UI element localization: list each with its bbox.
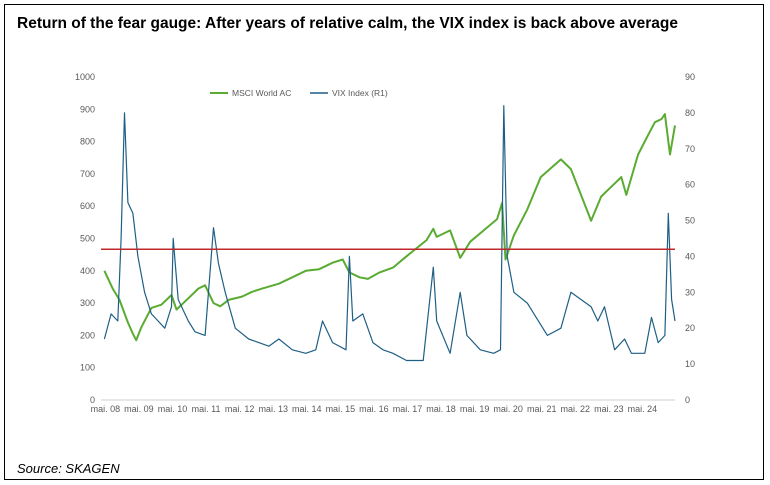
y-right-tick-label: 40 — [685, 251, 695, 261]
y-left-tick-label: 1000 — [75, 72, 95, 82]
x-tick-label: mai. 10 — [158, 404, 188, 414]
x-tick-label: mai. 12 — [225, 404, 255, 414]
y-left-tick-label: 700 — [80, 169, 95, 179]
x-tick-label: mai. 20 — [493, 404, 523, 414]
chart-source: Source: SKAGEN — [17, 461, 120, 476]
y-right-tick-label: 0 — [685, 395, 690, 405]
chart-frame: Return of the fear gauge: After years of… — [4, 4, 764, 480]
y-right-tick-label: 20 — [685, 323, 695, 333]
x-tick-label: mai. 14 — [292, 404, 322, 414]
y-left-tick-label: 300 — [80, 298, 95, 308]
y-right-tick-label: 80 — [685, 108, 695, 118]
x-tick-label: mai. 19 — [460, 404, 490, 414]
legend-label-vix: VIX Index (R1) — [332, 88, 388, 98]
x-tick-label: mai. 13 — [258, 404, 288, 414]
legend-label-msci: MSCI World AC — [232, 88, 291, 98]
y-right-tick-label: 30 — [685, 287, 695, 297]
x-tick-label: mai. 22 — [561, 404, 591, 414]
x-tick-label: mai. 09 — [124, 404, 154, 414]
y-left-tick-label: 600 — [80, 201, 95, 211]
x-tick-label: mai. 15 — [326, 404, 356, 414]
x-tick-label: mai. 16 — [359, 404, 389, 414]
y-right-tick-label: 70 — [685, 144, 695, 154]
x-tick-label: mai. 23 — [594, 404, 624, 414]
chart-plot: 0 100 200 300 400 500 600 700 800 900 1000 0 10 20 30 4… — [75, 72, 695, 414]
x-tick-label: mai. 11 — [192, 404, 221, 414]
y-left-tick-label: 900 — [80, 104, 95, 114]
y-left-tick-label: 100 — [80, 363, 95, 373]
y-left-tick-label: 400 — [80, 266, 95, 276]
series-line-msci-world-ac — [103, 113, 676, 342]
x-tick-label: mai. 18 — [426, 404, 456, 414]
y-left-tick-label: 500 — [80, 234, 95, 244]
y-left-tick-label: 800 — [80, 137, 95, 147]
y-right-tick-label: 10 — [685, 359, 695, 369]
x-tick-label: mai. 17 — [393, 404, 423, 414]
x-tick-label: mai. 24 — [628, 404, 658, 414]
chart-title: Return of the fear gauge: After years of… — [17, 15, 678, 32]
x-tick-label: mai. 21 — [527, 404, 557, 414]
y-left-tick-label: 200 — [80, 330, 95, 340]
y-right-tick-label: 60 — [685, 180, 695, 190]
y-left-tick-label: 0 — [90, 395, 95, 405]
y-right-tick-label: 90 — [685, 72, 695, 82]
x-tick-label: mai. 08 — [91, 404, 121, 414]
series-line-vix-index — [103, 105, 676, 362]
y-right-tick-label: 50 — [685, 216, 695, 226]
